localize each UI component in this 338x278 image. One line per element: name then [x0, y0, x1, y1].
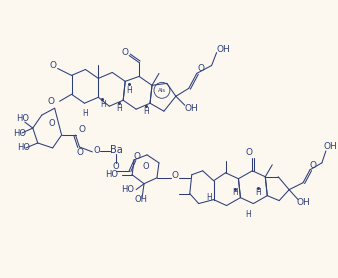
Text: H: H — [143, 107, 149, 116]
Text: H: H — [245, 210, 251, 219]
Text: OH: OH — [324, 142, 338, 152]
Text: Als: Als — [158, 88, 166, 93]
Text: O: O — [49, 61, 56, 70]
Text: O: O — [77, 148, 84, 157]
Text: O: O — [113, 162, 120, 171]
Text: OH: OH — [296, 198, 310, 207]
Text: Ba: Ba — [110, 145, 123, 155]
Text: HO: HO — [105, 170, 118, 179]
Text: OH: OH — [135, 195, 148, 204]
Text: O: O — [48, 119, 55, 128]
Text: O: O — [171, 171, 178, 180]
Text: HO: HO — [16, 114, 29, 123]
Text: H: H — [116, 104, 122, 113]
Text: HO: HO — [13, 128, 26, 138]
Text: H: H — [126, 86, 132, 95]
Text: O: O — [143, 162, 149, 171]
Text: HO: HO — [121, 185, 134, 194]
Text: OH: OH — [185, 104, 199, 113]
Text: O: O — [93, 147, 100, 155]
Text: O: O — [122, 48, 129, 57]
Text: H: H — [82, 109, 88, 118]
Text: O: O — [134, 152, 141, 162]
Text: H: H — [256, 188, 261, 197]
Text: O: O — [197, 64, 204, 73]
Text: H: H — [100, 100, 106, 109]
Text: O: O — [310, 161, 316, 170]
Text: O: O — [246, 148, 253, 157]
Text: HO: HO — [17, 143, 30, 152]
Text: O: O — [48, 97, 55, 106]
Text: OH: OH — [217, 45, 231, 54]
Text: H: H — [233, 188, 238, 197]
Text: H: H — [206, 193, 212, 202]
Text: O: O — [79, 125, 86, 133]
